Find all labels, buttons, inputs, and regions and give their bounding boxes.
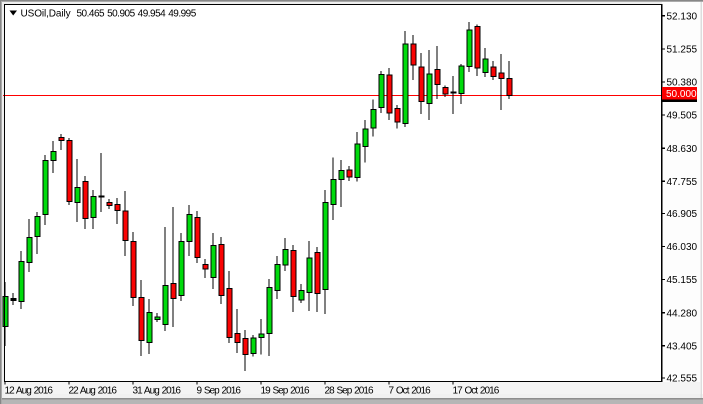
svg-text:43.405: 43.405 <box>667 341 698 352</box>
svg-text:17 Oct 2016: 17 Oct 2016 <box>453 385 500 396</box>
svg-text:49.505: 49.505 <box>667 111 698 122</box>
svg-text:22 Aug 2016: 22 Aug 2016 <box>69 385 118 396</box>
svg-text:USOil,Daily: USOil,Daily <box>21 8 71 19</box>
svg-text:44.280: 44.280 <box>667 308 698 319</box>
svg-text:50.380: 50.380 <box>667 78 698 89</box>
svg-text:9 Sep 2016: 9 Sep 2016 <box>197 385 242 396</box>
svg-text:12 Aug 2016: 12 Aug 2016 <box>5 385 54 396</box>
svg-text:47.755: 47.755 <box>667 177 698 188</box>
svg-text:51.255: 51.255 <box>667 45 698 56</box>
svg-text:28 Sep 2016: 28 Sep 2016 <box>325 385 374 396</box>
svg-text:45.155: 45.155 <box>667 275 698 286</box>
svg-text:46.905: 46.905 <box>667 209 698 220</box>
svg-text:31 Aug 2016: 31 Aug 2016 <box>133 385 182 396</box>
svg-text:19 Sep 2016: 19 Sep 2016 <box>261 385 310 396</box>
svg-text:52.130: 52.130 <box>667 11 698 22</box>
svg-text:7 Oct 2016: 7 Oct 2016 <box>389 385 432 396</box>
svg-text:46.030: 46.030 <box>667 242 698 253</box>
svg-text:48.630: 48.630 <box>667 144 698 155</box>
svg-text:42.555: 42.555 <box>667 374 698 385</box>
svg-text:50.000: 50.000 <box>666 89 697 100</box>
svg-text:50.465 50.905 49.954 49.995: 50.465 50.905 49.954 49.995 <box>77 8 197 19</box>
